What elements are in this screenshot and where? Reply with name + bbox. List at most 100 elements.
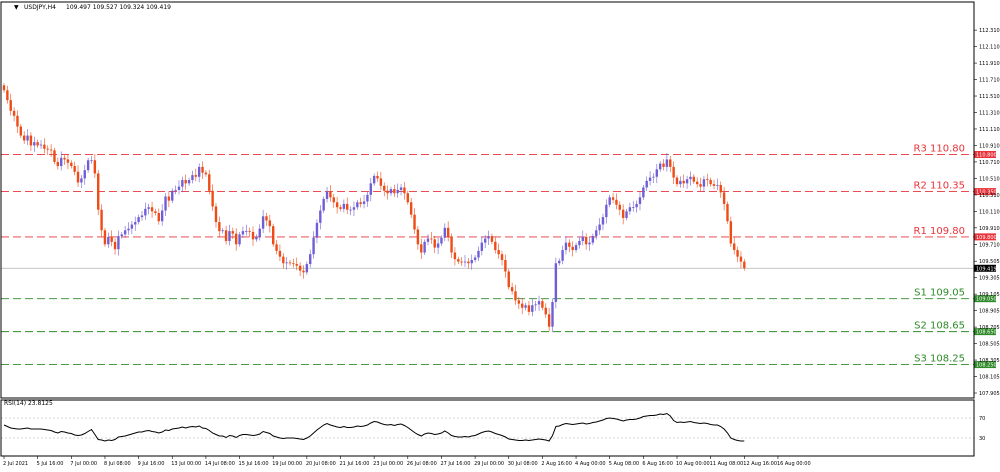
x-tick-label: 5 Jul 16:00	[37, 461, 64, 467]
y-tick-label: 111.710	[979, 78, 1000, 84]
bear-candle	[467, 261, 470, 264]
current-price-tag	[974, 264, 996, 272]
bear-candle	[386, 190, 389, 194]
bear-candle	[584, 236, 588, 245]
bear-candle	[70, 162, 73, 167]
bear-candle	[541, 301, 544, 308]
bear-candle	[699, 184, 702, 187]
bear-candle	[430, 238, 433, 240]
bull-candle	[255, 236, 258, 240]
s2-level-label: S2 108.65	[914, 321, 965, 332]
bull-candle	[648, 177, 652, 181]
bull-candle	[241, 231, 245, 235]
bull-candle	[60, 157, 63, 167]
bull-candle	[652, 176, 655, 178]
y-tick-label: 111.110	[979, 127, 1000, 133]
bear-candle	[359, 202, 362, 204]
bear-candle	[514, 291, 517, 301]
bull-candle	[107, 236, 110, 245]
bear-candle	[22, 135, 26, 141]
bull-candle	[33, 142, 36, 146]
bear-candle	[194, 175, 198, 177]
bear-candle	[214, 206, 218, 223]
bear-candle	[211, 190, 214, 207]
rsi-pane[interactable]	[1, 412, 974, 442]
bull-candle	[160, 210, 164, 222]
x-tick-label: 5 Aug 08:00	[609, 461, 640, 467]
bear-candle	[379, 178, 383, 186]
y-tick-label: 110.110	[979, 209, 1000, 215]
bull-candle	[591, 236, 595, 243]
bear-candle	[56, 161, 60, 167]
current-price-tag-text: 109.419	[976, 266, 997, 272]
bear-candle	[201, 166, 204, 173]
y-tick-label: 107.905	[979, 391, 1000, 397]
x-tick-label: 14 Jul 08:00	[205, 461, 235, 467]
r1-price-tag-text: 109.800	[976, 235, 997, 241]
x-tick-label: 27 Jul 16:00	[440, 461, 470, 467]
bear-candle	[376, 175, 379, 179]
bear-candle	[490, 236, 494, 242]
bear-candle	[547, 314, 551, 327]
x-tick-label: 16 Aug 00:00	[777, 461, 811, 467]
bear-candle	[154, 211, 157, 214]
y-tick-label: 109.105	[979, 292, 1000, 298]
bull-candle	[642, 187, 645, 198]
y-tick-label: 109.910	[979, 226, 1000, 232]
y-tick-label: 111.510	[979, 94, 1000, 100]
bull-candle	[349, 209, 352, 211]
bull-candle	[221, 230, 224, 232]
rsi-line	[3, 412, 745, 442]
s3-price-tag	[974, 361, 996, 369]
y-tick-label: 112.310	[979, 28, 1000, 34]
bull-candle	[638, 197, 642, 204]
bear-candle	[504, 259, 507, 272]
bear-candle	[66, 159, 70, 163]
bear-candle	[450, 236, 453, 253]
bear-candle	[278, 250, 282, 257]
bull-candle	[595, 230, 598, 237]
bear-candle	[712, 184, 716, 186]
bear-candle	[218, 222, 221, 232]
bear-candle	[248, 231, 251, 232]
bear-candle	[695, 181, 699, 185]
bull-candle	[658, 163, 662, 170]
bull-candle	[483, 238, 487, 243]
x-tick-label: 30 Jul 08:00	[508, 461, 538, 467]
bear-candle	[295, 264, 298, 266]
bull-candle	[551, 301, 554, 327]
bull-candle	[137, 217, 140, 223]
bear-candle	[692, 176, 696, 182]
bear-candle	[268, 220, 272, 227]
x-tick-label: 26 Jul 08:00	[407, 461, 437, 467]
y-tick-label: 111.910	[979, 61, 1000, 67]
bull-candle	[147, 207, 150, 209]
bear-candle	[224, 230, 228, 242]
bull-candle	[127, 228, 130, 231]
bear-candle	[49, 149, 53, 151]
r2-price-tag-text: 110.350	[976, 190, 997, 196]
bear-candle	[544, 307, 547, 315]
bear-candle	[743, 261, 746, 269]
main-pane[interactable]: R3 110.80 110.800 R2 110.35 110.350 R1 109.8…	[1, 82, 997, 369]
bear-candle	[298, 265, 302, 271]
s1-price-tag	[974, 295, 996, 303]
bull-candle	[564, 242, 568, 251]
bear-candle	[719, 184, 722, 193]
r3-level-label: R3 110.80	[914, 144, 965, 155]
bull-candle	[356, 202, 359, 208]
price-axis: 112.310 112.110 111.910 111.710 111.510 111.3…	[974, 28, 1000, 442]
bull-candle	[164, 196, 167, 211]
bull-candle	[312, 237, 315, 255]
bear-candle	[93, 160, 97, 174]
bear-candle	[103, 230, 107, 245]
x-tick-label: 13 Jul 00:00	[171, 461, 201, 467]
bear-candle	[383, 185, 386, 191]
bear-candle	[446, 227, 450, 237]
bear-candle	[100, 209, 103, 231]
y-tick-label: 109.305	[979, 276, 1000, 282]
bear-candle	[204, 172, 208, 175]
x-tick-label: 7 Jul 00:00	[70, 461, 97, 467]
bear-candle	[521, 303, 524, 308]
bull-candle	[80, 178, 83, 183]
